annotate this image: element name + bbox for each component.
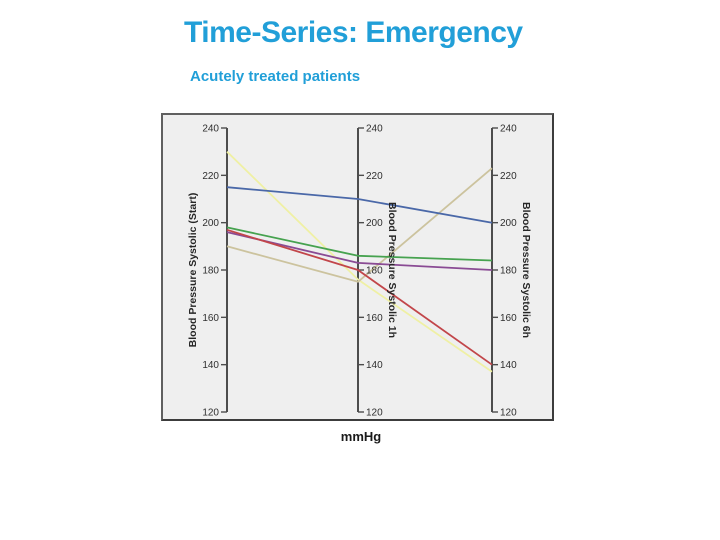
tick-label: 120 xyxy=(500,408,517,419)
series-patient-purple xyxy=(226,231,493,271)
tick-label: 240 xyxy=(500,124,517,135)
tick-label: 180 xyxy=(500,266,517,277)
series-patient-green xyxy=(226,226,493,262)
tick-label: 140 xyxy=(366,360,383,371)
tick-label: 200 xyxy=(202,218,219,229)
slide-subtitle: Acutely treated patients xyxy=(190,68,361,85)
tick-label: 220 xyxy=(366,171,383,182)
axis-title: Blood Pressure Systolic 6h xyxy=(520,202,532,338)
series-layer xyxy=(226,151,493,373)
slide-title: Time-Series: Emergency xyxy=(184,16,523,49)
tick-label: 140 xyxy=(202,360,219,371)
tick-label: 220 xyxy=(500,171,517,182)
tick-label: 200 xyxy=(366,218,383,229)
series-patient-tan xyxy=(226,167,493,283)
tick-label: 240 xyxy=(366,124,383,135)
series-patient-yellow xyxy=(226,151,493,373)
labels-layer: 240 220 200 180 160 140 120 Blood Pressure Syst… xyxy=(187,124,532,419)
tick-label: 200 xyxy=(500,218,517,229)
axis-title: Blood Pressure Systolic (Start) xyxy=(187,193,199,348)
tick-label: 160 xyxy=(500,313,517,324)
parallel-plot: 240 220 200 180 160 140 120 Blood Pressure Syst… xyxy=(187,124,532,419)
tick-label: 180 xyxy=(202,266,219,277)
tick-label: 160 xyxy=(366,313,383,324)
tick-label: 120 xyxy=(366,408,383,419)
series-patient-blue xyxy=(226,186,493,224)
tick-label: 220 xyxy=(202,171,219,182)
tick-label: 140 xyxy=(500,360,517,371)
tick-label: 180 xyxy=(366,266,383,277)
chart-caption: mmHg xyxy=(340,429,382,444)
tick-label: 120 xyxy=(202,408,219,419)
tick-label: 160 xyxy=(202,313,219,324)
tick-label: 240 xyxy=(202,124,219,135)
bp-parallel-chart: 240 220 200 180 160 140 120 Blood Pressure Syst… xyxy=(161,113,554,421)
axis-title: Blood Pressure Systolic 1h xyxy=(386,202,398,338)
series-patient-red xyxy=(226,228,493,366)
